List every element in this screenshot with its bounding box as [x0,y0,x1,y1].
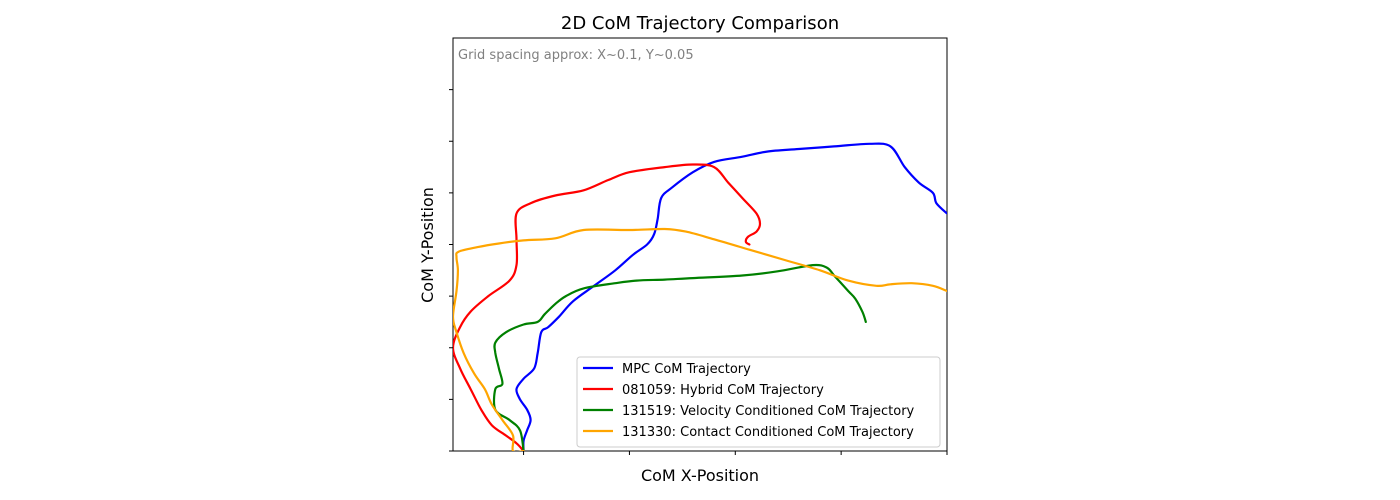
plot-area [449,37,948,455]
series-line-1 [453,163,762,451]
legend-label-3: 131330: Contact Conditioned CoM Trajecto… [622,425,914,440]
series-lines [453,142,947,451]
series-line-0 [515,142,947,451]
legend-label-1: 081059: Hybrid CoM Trajectory [622,383,824,398]
chart-title: 2D CoM Trajectory Comparison [561,13,839,34]
legend-label-0: MPC CoM Trajectory [622,362,751,377]
grid-annotation: Grid spacing approx: X~0.1, Y~0.05 [458,48,694,63]
legend-box [576,356,941,448]
series-line-3 [453,227,947,451]
x-axis-label: CoM X-Position [641,466,759,485]
legend-label-2: 131519: Velocity Conditioned CoM Traject… [622,404,915,419]
y-axis-label: CoM Y-Position [418,187,437,303]
series-line-2 [492,263,867,451]
legend: MPC CoM Trajectory 081059: Hybrid CoM Tra… [576,356,941,448]
axis-ticks [449,89,948,455]
